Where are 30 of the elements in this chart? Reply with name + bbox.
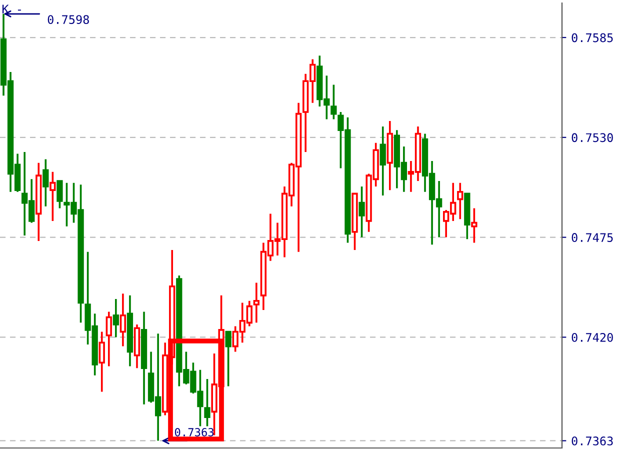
candlestick — [352, 192, 358, 251]
candlestick — [126, 294, 134, 368]
candlestick — [457, 182, 464, 220]
y-tick-label: 0.7475 — [572, 233, 613, 242]
y-tick-label: 0.7530 — [572, 133, 613, 142]
candlestick — [204, 378, 210, 428]
candlestick — [140, 310, 148, 406]
candlestick — [120, 292, 126, 348]
candlestick — [56, 180, 63, 210]
candlestick — [134, 324, 140, 369]
candlestick — [112, 298, 119, 338]
candlestick — [50, 171, 56, 222]
candlestick — [106, 310, 112, 368]
y-tick-label: 0.7585 — [572, 33, 613, 42]
annotation: K - — [2, 4, 21, 14]
annotation: 0.7598 — [48, 15, 89, 24]
candlestick — [36, 162, 42, 242]
candlestick — [225, 330, 232, 388]
annotation: 0.7363 — [174, 428, 214, 436]
candlestick — [471, 207, 478, 244]
candlestick — [253, 282, 260, 324]
y-tick-label: 0.7363 — [572, 436, 613, 446]
candlestick — [358, 186, 365, 238]
candlestick — [330, 84, 337, 120]
candlestick — [380, 126, 386, 196]
candlestick — [386, 120, 393, 191]
y-tick-label: 0.7420 — [572, 332, 613, 342]
candlestick — [464, 192, 470, 240]
candlestick — [98, 330, 105, 393]
candlestick — [42, 158, 49, 208]
